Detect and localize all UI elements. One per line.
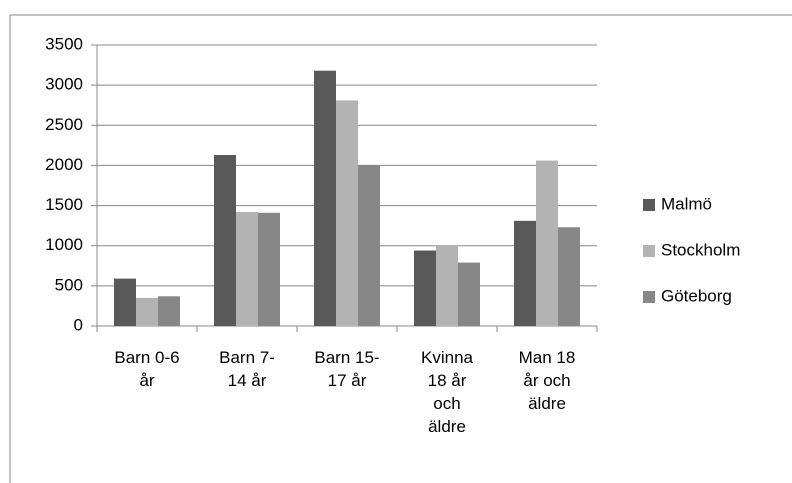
bar [158,296,180,326]
legend-swatch [643,291,655,303]
x-tick-label: Barn 15- 17 år [314,348,380,390]
bar [236,211,258,326]
x-tick-label: Kvinna 18 år och äldre [421,348,473,436]
bar [358,165,380,326]
bar [558,227,580,326]
bar [336,100,358,326]
y-tick-label: 1000 [45,235,83,254]
y-tick-label: 2500 [45,115,83,134]
legend-swatch [643,245,655,257]
bar [536,160,558,326]
y-tick-label: 500 [55,275,83,294]
x-tick-label: Barn 7- 14 år [219,348,275,390]
bar [436,244,458,326]
bar [136,297,158,326]
y-tick-label: 1500 [45,195,83,214]
bar [514,220,536,326]
bar [114,278,136,326]
legend-label: Stockholm [661,240,740,259]
y-tick-label: 3000 [45,75,83,94]
x-tick-label: Barn 0-6 år [114,348,180,390]
y-tick-label: 3500 [45,34,83,53]
bar [414,250,436,326]
legend-label: Göteborg [661,286,732,305]
bar [458,262,480,326]
y-tick-label: 0 [74,315,83,334]
legend-label: Malmö [661,194,712,213]
bar [314,70,336,326]
bar [214,154,236,326]
y-tick-label: 2000 [45,155,83,174]
legend-swatch [643,199,655,211]
x-tick-label: Man 18 år och äldre [518,348,576,413]
bar [258,212,280,326]
